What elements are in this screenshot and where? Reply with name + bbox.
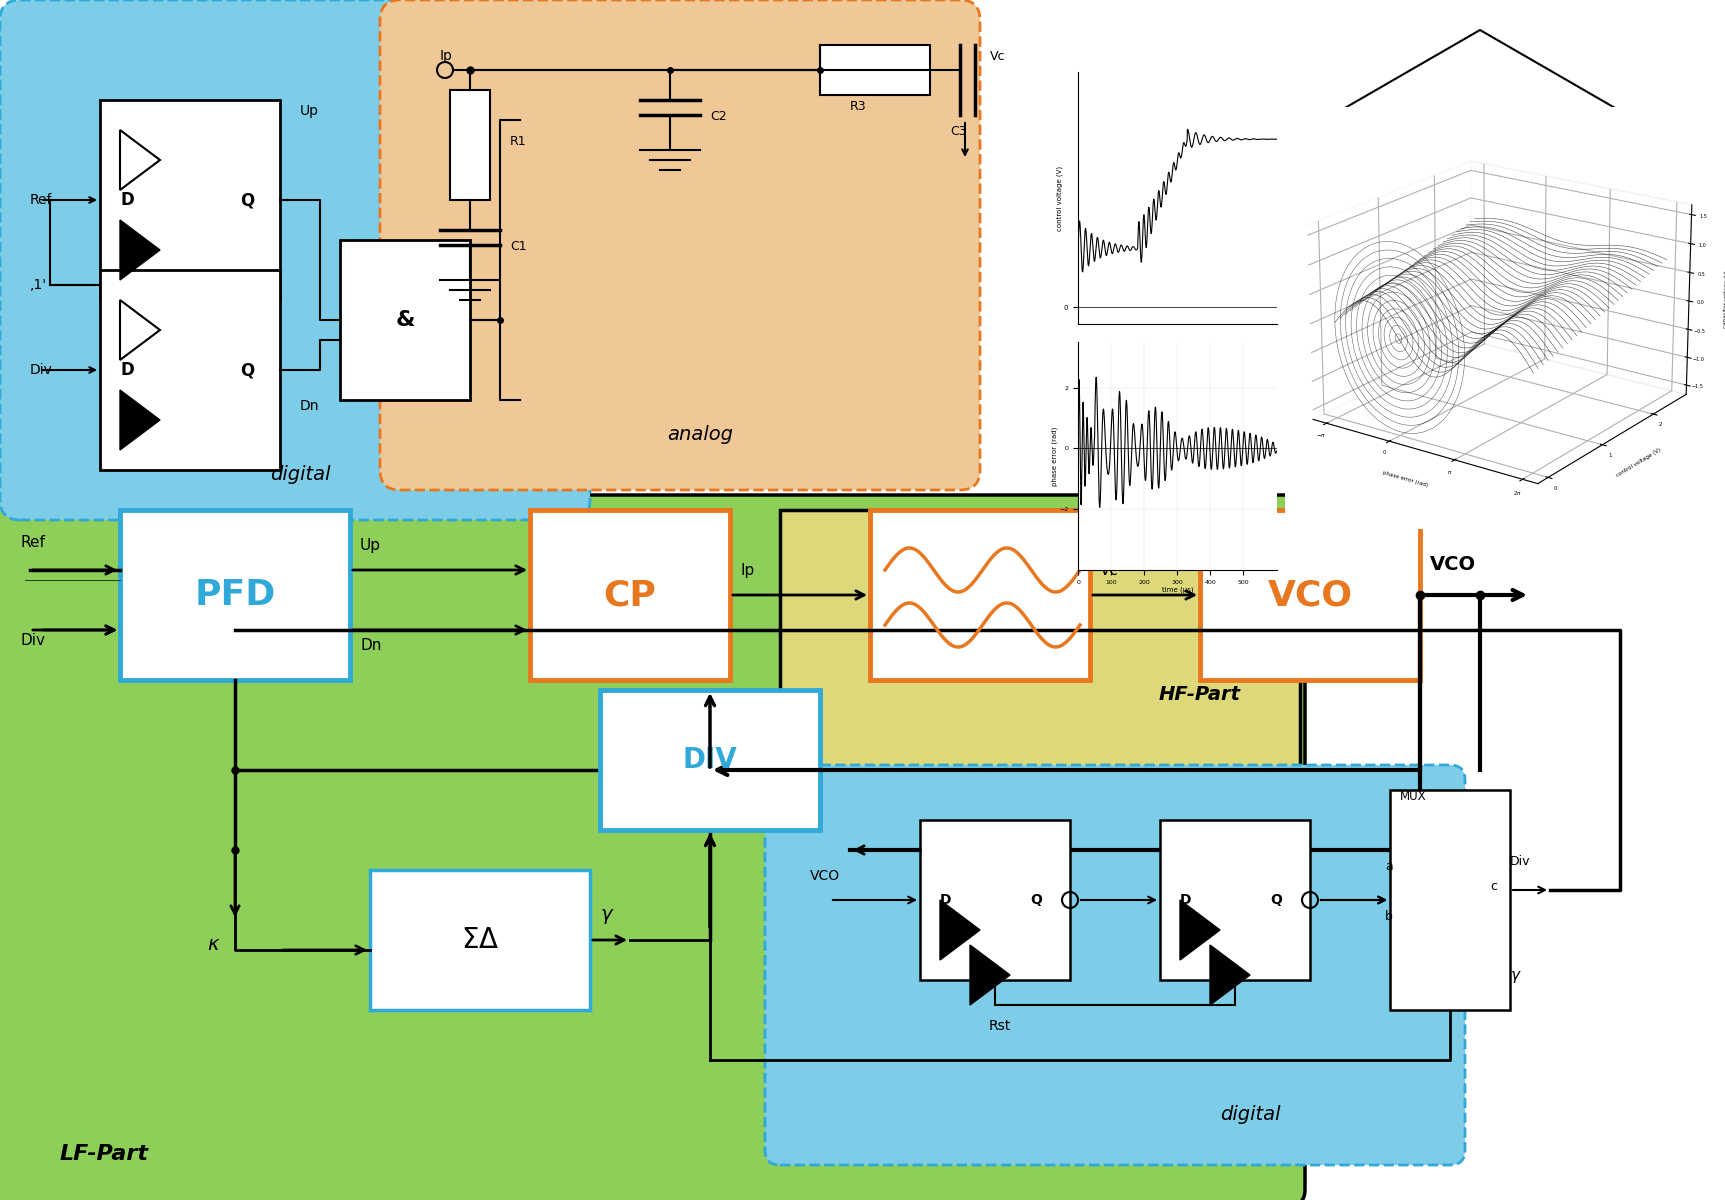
FancyBboxPatch shape bbox=[869, 510, 1090, 680]
Text: Dn: Dn bbox=[300, 398, 319, 413]
FancyBboxPatch shape bbox=[919, 820, 1070, 980]
Text: Ip: Ip bbox=[740, 563, 754, 578]
Text: digital: digital bbox=[269, 464, 329, 484]
Text: Rst: Rst bbox=[988, 1019, 1011, 1033]
Text: MUX: MUX bbox=[1401, 790, 1427, 803]
Text: R1: R1 bbox=[511, 134, 526, 148]
FancyBboxPatch shape bbox=[450, 90, 490, 200]
Text: b: b bbox=[1385, 910, 1392, 923]
Text: Dn: Dn bbox=[361, 638, 381, 653]
Text: Div: Div bbox=[21, 634, 45, 648]
Text: LF-Part: LF-Part bbox=[60, 1144, 148, 1164]
FancyBboxPatch shape bbox=[100, 270, 279, 470]
Text: Div: Div bbox=[29, 362, 53, 377]
Polygon shape bbox=[1180, 900, 1220, 960]
Text: Q: Q bbox=[240, 361, 254, 379]
Text: Div: Div bbox=[1509, 854, 1530, 868]
Text: C1: C1 bbox=[511, 240, 526, 253]
Text: VCO: VCO bbox=[811, 869, 840, 883]
Polygon shape bbox=[1209, 946, 1251, 1006]
Polygon shape bbox=[121, 390, 160, 450]
FancyBboxPatch shape bbox=[0, 494, 1306, 1200]
X-axis label: phase error (rad): phase error (rad) bbox=[1382, 470, 1428, 488]
Text: CP: CP bbox=[604, 578, 657, 612]
Text: c: c bbox=[1490, 880, 1497, 893]
FancyBboxPatch shape bbox=[369, 870, 590, 1010]
Text: Vc: Vc bbox=[990, 50, 1006, 62]
FancyBboxPatch shape bbox=[380, 0, 980, 490]
Text: Up: Up bbox=[300, 104, 319, 118]
Text: Ref: Ref bbox=[29, 193, 52, 206]
Text: Vc: Vc bbox=[1101, 563, 1120, 578]
Text: analog: analog bbox=[668, 425, 733, 444]
FancyBboxPatch shape bbox=[1390, 790, 1509, 1010]
Y-axis label: control voltage (V): control voltage (V) bbox=[1056, 166, 1063, 230]
Y-axis label: control voltage (V): control voltage (V) bbox=[1616, 448, 1661, 478]
Text: digital: digital bbox=[1220, 1105, 1280, 1124]
FancyBboxPatch shape bbox=[1201, 510, 1420, 680]
FancyBboxPatch shape bbox=[530, 510, 730, 680]
Text: Up: Up bbox=[361, 538, 381, 553]
FancyBboxPatch shape bbox=[600, 690, 819, 830]
Text: $\Sigma\Delta$: $\Sigma\Delta$ bbox=[461, 926, 499, 954]
Text: D: D bbox=[1180, 893, 1192, 907]
Text: C3: C3 bbox=[950, 125, 966, 138]
Text: R3: R3 bbox=[850, 100, 866, 113]
FancyBboxPatch shape bbox=[340, 240, 469, 400]
Text: Q: Q bbox=[1030, 893, 1042, 907]
Text: $\gamma$: $\gamma$ bbox=[1509, 970, 1521, 985]
Polygon shape bbox=[969, 946, 1011, 1006]
Text: Ip: Ip bbox=[440, 49, 454, 62]
Text: VCO: VCO bbox=[1430, 554, 1477, 574]
Text: &: & bbox=[395, 310, 414, 330]
X-axis label: time (μs): time (μs) bbox=[1161, 586, 1194, 593]
Text: HF-Part: HF-Part bbox=[1159, 685, 1240, 704]
FancyBboxPatch shape bbox=[764, 766, 1465, 1165]
FancyBboxPatch shape bbox=[100, 100, 279, 300]
Text: ,1': ,1' bbox=[29, 278, 47, 292]
Text: Q: Q bbox=[240, 191, 254, 209]
FancyBboxPatch shape bbox=[1159, 820, 1309, 980]
FancyBboxPatch shape bbox=[780, 510, 1301, 780]
Text: $\kappa$: $\kappa$ bbox=[207, 935, 221, 954]
Text: D: D bbox=[121, 361, 135, 379]
FancyBboxPatch shape bbox=[121, 510, 350, 680]
Y-axis label: phase error (rad): phase error (rad) bbox=[1051, 426, 1057, 486]
FancyBboxPatch shape bbox=[0, 0, 590, 520]
Polygon shape bbox=[121, 220, 160, 280]
Text: D: D bbox=[940, 893, 952, 907]
Text: C2: C2 bbox=[711, 110, 726, 122]
Text: DIV: DIV bbox=[683, 746, 737, 774]
Text: D: D bbox=[121, 191, 135, 209]
Text: Q: Q bbox=[1270, 893, 1282, 907]
Text: PFD: PFD bbox=[195, 578, 276, 612]
Text: VCO: VCO bbox=[1268, 578, 1352, 612]
Text: $\gamma$: $\gamma$ bbox=[600, 907, 614, 926]
Polygon shape bbox=[940, 900, 980, 960]
FancyBboxPatch shape bbox=[819, 44, 930, 95]
Text: Ref: Ref bbox=[21, 535, 45, 550]
Text: a: a bbox=[1385, 860, 1392, 874]
